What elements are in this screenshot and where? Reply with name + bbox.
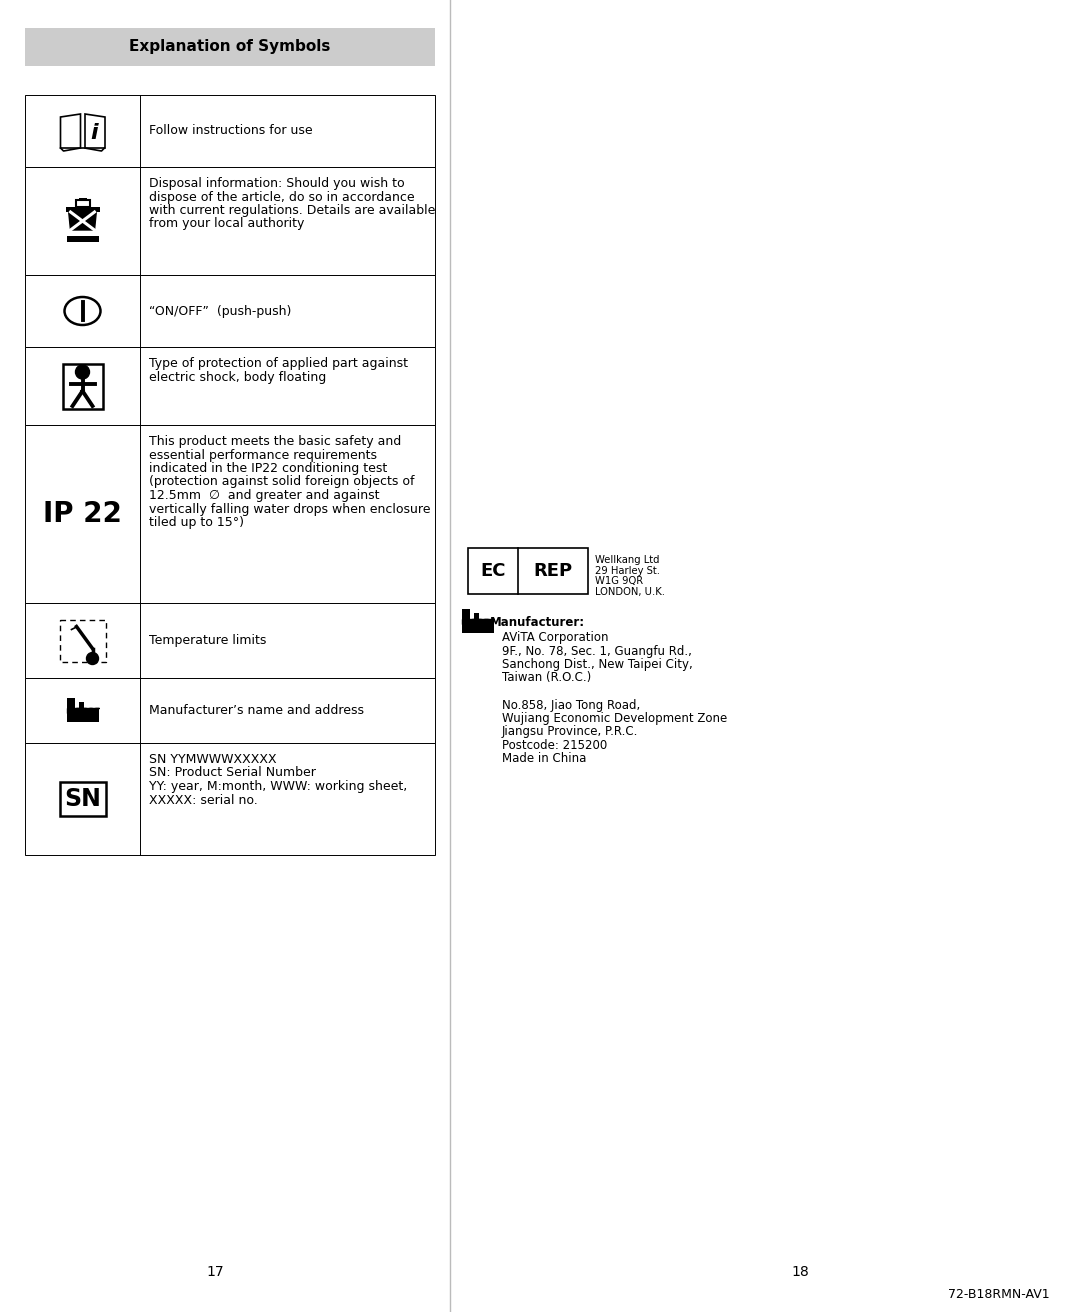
Bar [65, 207, 99, 213]
Polygon shape [68, 210, 96, 230]
Text: from your local authority: from your local authority [150, 218, 304, 231]
Bar [25, 678, 435, 743]
Bar [25, 276, 435, 346]
Bar [66, 236, 98, 241]
Bar [79, 702, 83, 710]
Text: Taiwan (R.O.C.): Taiwan (R.O.C.) [502, 672, 592, 685]
Text: EC: EC [481, 562, 506, 580]
Text: Wujiang Economic Development Zone: Wujiang Economic Development Zone [502, 712, 727, 726]
Text: Postcode: 215200: Postcode: 215200 [502, 739, 608, 752]
Text: Wellkang Ltd: Wellkang Ltd [595, 555, 660, 565]
Text: Manufacturer’s name and address: Manufacturer’s name and address [150, 705, 364, 716]
Text: Disposal information: Should you wish to: Disposal information: Should you wish to [150, 177, 405, 190]
Bar [25, 743, 435, 855]
Text: XXXXX: serial no.: XXXXX: serial no. [150, 794, 257, 807]
Bar [474, 613, 480, 621]
Text: electric shock, body floating: electric shock, body floating [150, 370, 326, 383]
Text: SN: SN [64, 787, 101, 811]
Bar [25, 167, 435, 276]
Text: i: i [91, 123, 98, 143]
Text: (protection against solid foreign objects of: (protection against solid foreign object… [150, 475, 414, 488]
Text: 18: 18 [791, 1265, 808, 1279]
Bar [462, 609, 470, 621]
Bar [66, 707, 98, 722]
Bar [60, 619, 106, 661]
Text: Type of protection of applied part against: Type of protection of applied part again… [150, 357, 408, 370]
Text: “ON/OFF”  (push-push): “ON/OFF” (push-push) [150, 304, 292, 318]
Text: Sanchong Dist., New Taipei City,: Sanchong Dist., New Taipei City, [502, 659, 693, 670]
Bar [76, 199, 90, 207]
Text: Follow instructions for use: Follow instructions for use [150, 125, 313, 138]
Bar [25, 28, 435, 66]
Polygon shape [66, 707, 98, 712]
Polygon shape [84, 114, 105, 148]
Bar [66, 698, 75, 710]
Text: Explanation of Symbols: Explanation of Symbols [129, 39, 331, 55]
Text: essential performance requirements: essential performance requirements [150, 449, 377, 462]
Polygon shape [462, 619, 494, 625]
Text: 29 Harley St.: 29 Harley St. [595, 565, 660, 576]
Bar [25, 346, 435, 425]
Text: Jiangsu Province, P.R.C.: Jiangsu Province, P.R.C. [502, 726, 639, 739]
Bar [25, 604, 435, 678]
Text: indicated in the IP22 conditioning test: indicated in the IP22 conditioning test [150, 462, 388, 475]
Bar [25, 425, 435, 604]
Text: LONDON, U.K.: LONDON, U.K. [595, 586, 665, 597]
Text: SN: Product Serial Number: SN: Product Serial Number [150, 766, 316, 779]
Text: REP: REP [534, 562, 572, 580]
Text: Made in China: Made in China [502, 753, 586, 765]
Text: dispose of the article, do so in accordance: dispose of the article, do so in accorda… [150, 190, 414, 203]
Text: Temperature limits: Temperature limits [150, 634, 266, 647]
Text: IP 22: IP 22 [43, 500, 122, 527]
Bar [462, 619, 494, 632]
Text: No.858, Jiao Tong Road,: No.858, Jiao Tong Road, [502, 698, 640, 711]
Bar [25, 94, 435, 167]
Bar [79, 198, 87, 199]
Circle shape [87, 652, 98, 664]
Bar [63, 363, 103, 408]
Bar [60, 782, 106, 816]
Text: vertically falling water drops when enclosure: vertically falling water drops when encl… [150, 502, 430, 516]
Polygon shape [61, 114, 80, 148]
Text: AViTA Corporation: AViTA Corporation [502, 631, 609, 644]
Text: This product meets the basic safety and: This product meets the basic safety and [150, 436, 402, 447]
Text: 12.5mm  ∅  and greater and against: 12.5mm ∅ and greater and against [150, 489, 379, 502]
Text: YY: year, M:month, WWW: working sheet,: YY: year, M:month, WWW: working sheet, [150, 781, 407, 792]
Text: 72-B18RMN-AV1: 72-B18RMN-AV1 [948, 1288, 1050, 1302]
Text: Manufacturer:: Manufacturer: [490, 617, 585, 628]
Text: 9F., No. 78, Sec. 1, Guangfu Rd.,: 9F., No. 78, Sec. 1, Guangfu Rd., [502, 644, 692, 657]
Text: with current regulations. Details are available: with current regulations. Details are av… [150, 203, 436, 216]
Text: tiled up to 15°): tiled up to 15°) [150, 516, 244, 529]
Text: SN YYMWWWXXXXX: SN YYMWWWXXXXX [150, 753, 277, 766]
Circle shape [76, 365, 90, 379]
Bar [468, 548, 588, 594]
Text: 17: 17 [206, 1265, 224, 1279]
Text: W1G 9QR: W1G 9QR [595, 576, 643, 586]
